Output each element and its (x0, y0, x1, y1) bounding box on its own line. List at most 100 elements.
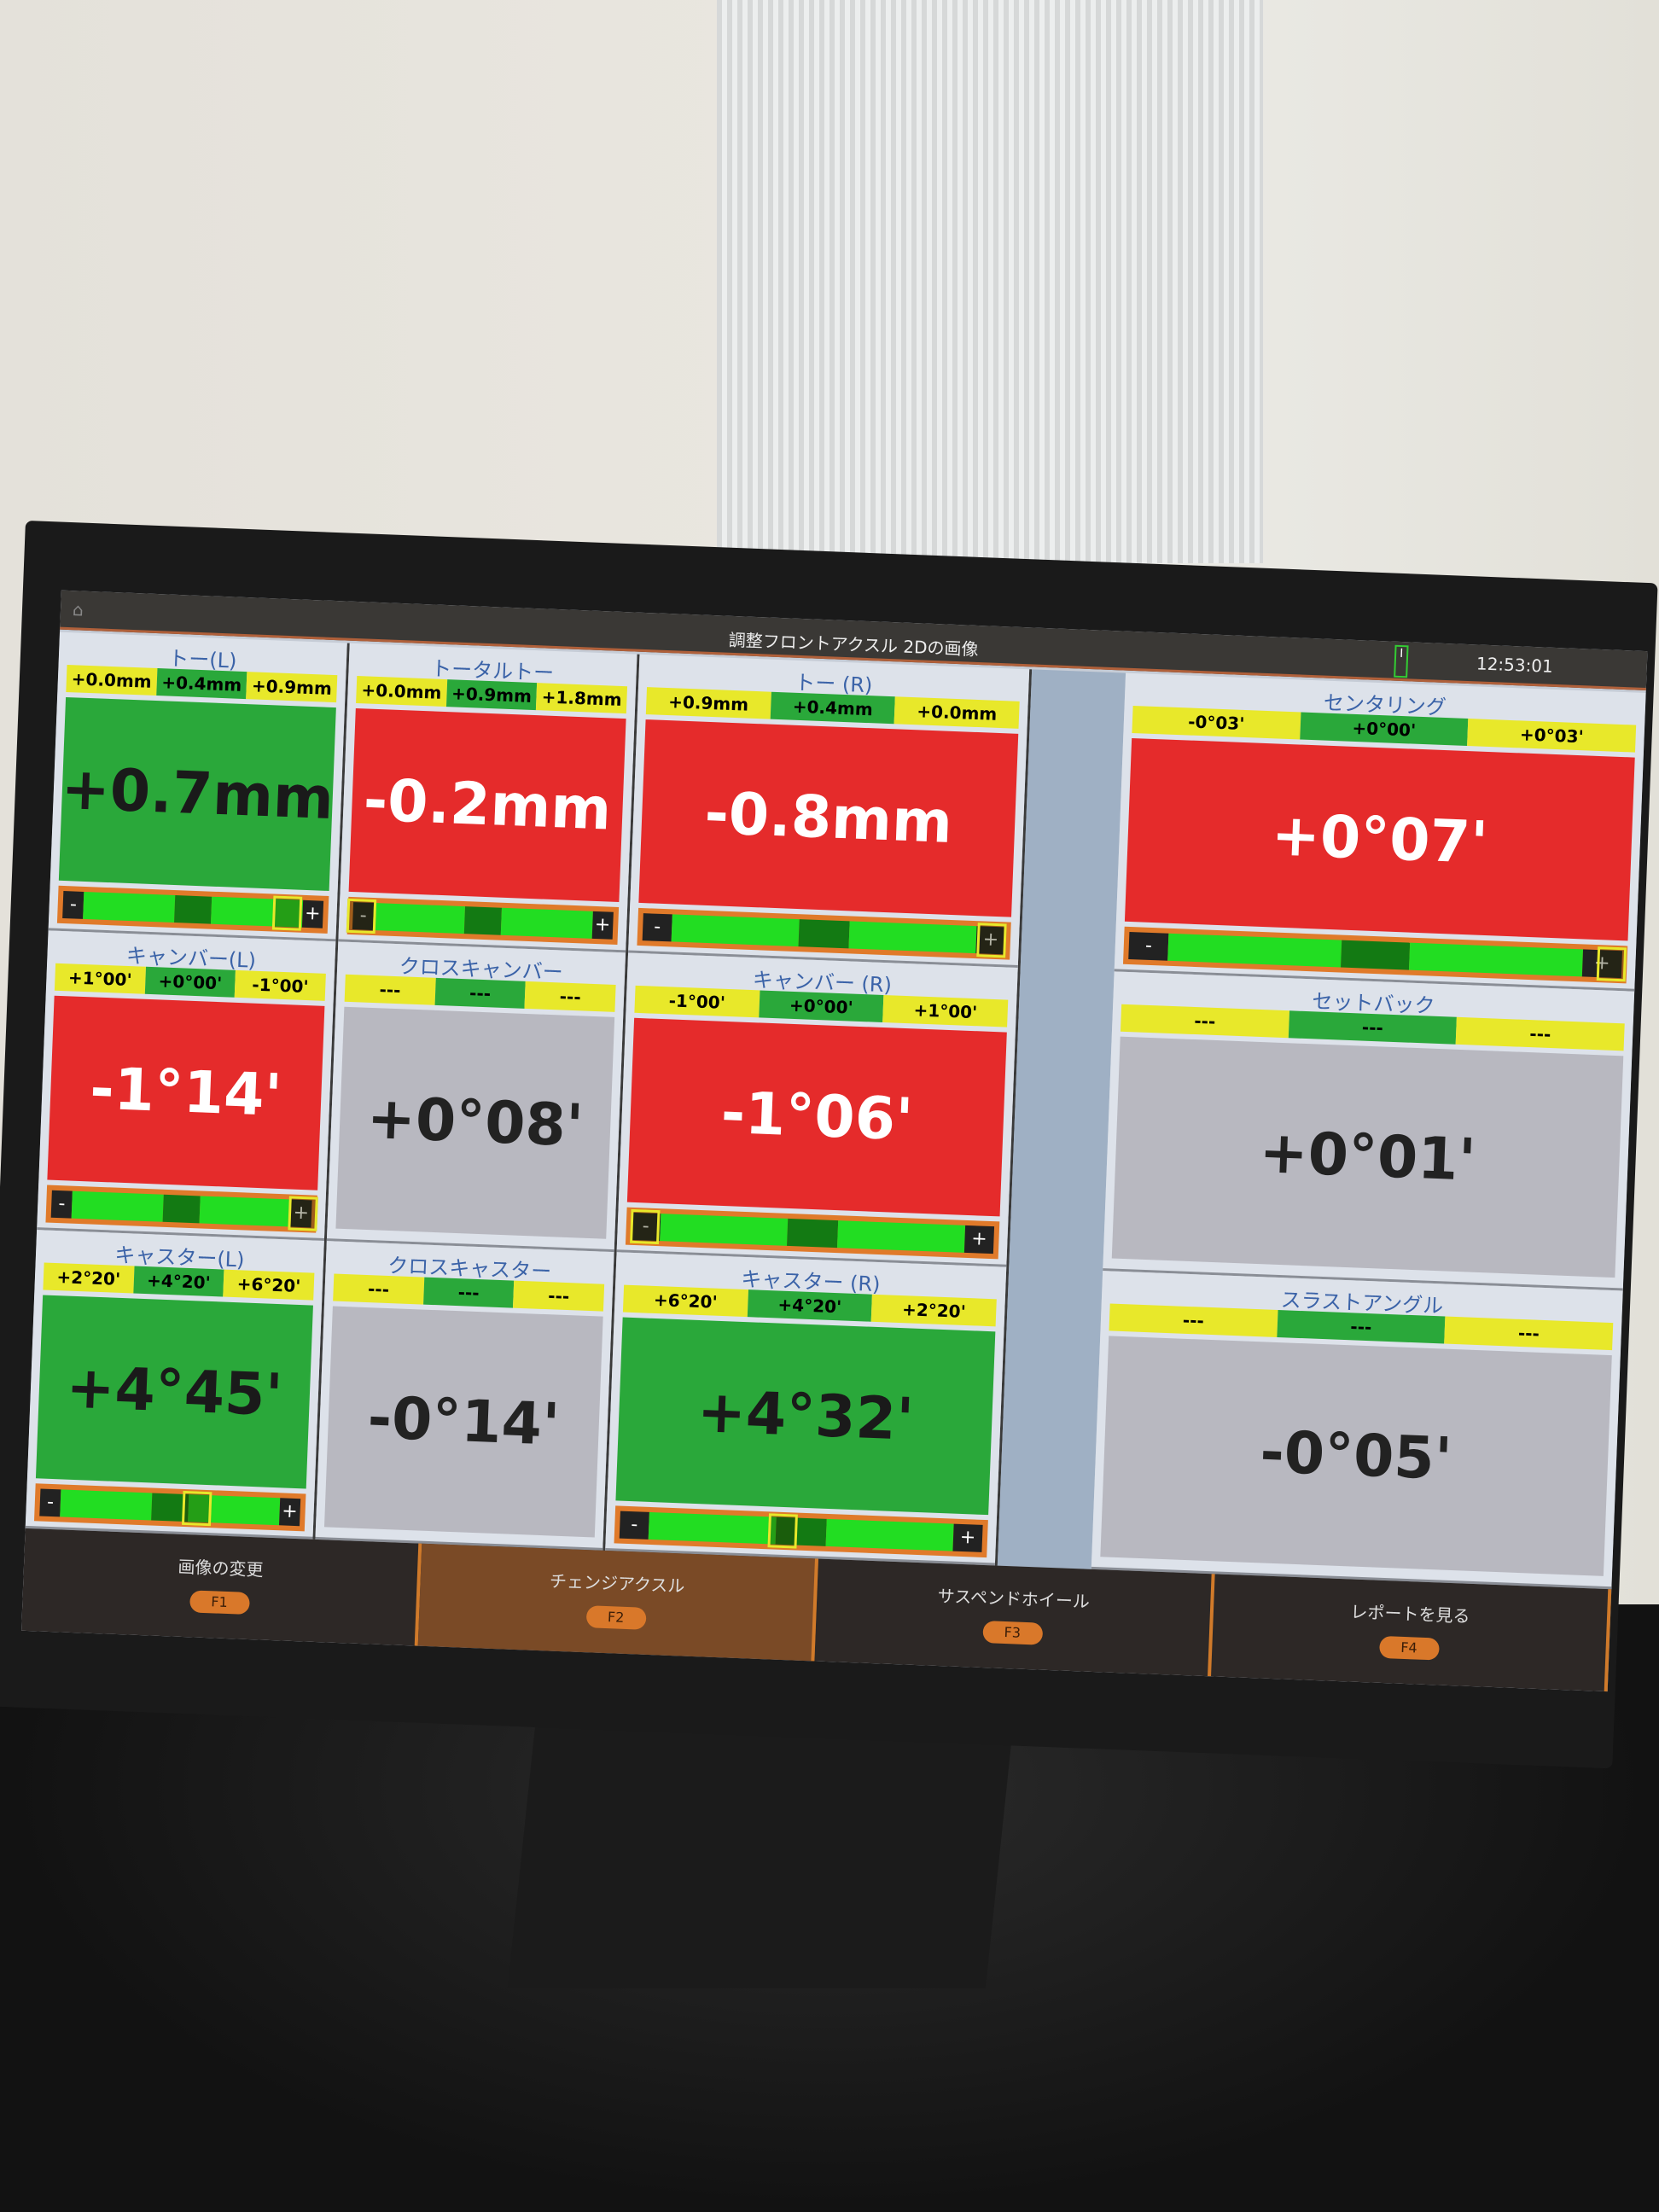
range-max: +2°20' (871, 1294, 997, 1326)
measurement-panel[interactable]: クロスキャンバー --- --- --- +0°08' (326, 941, 626, 1252)
minus-end: - (642, 913, 672, 942)
range-nominal: +0.9mm (445, 679, 538, 711)
range-nominal: --- (434, 978, 527, 1010)
measurement-panel[interactable]: トータルトー +0.0mm +0.9mm +1.8mm -0.2mm - + (338, 643, 637, 953)
green-zone (72, 1190, 164, 1222)
range-min: +1°00' (54, 963, 146, 995)
range-min: --- (1109, 1303, 1278, 1337)
range-max: +0.0mm (894, 696, 1020, 729)
measurement-panel[interactable]: センタリング -0°03' +0°00' +0°03' +0°07' - + (1114, 672, 1646, 992)
nominal-zone (798, 919, 850, 949)
tolerance-bar: - + (637, 908, 1011, 960)
value-marker (976, 923, 1007, 958)
minus-end: - (1128, 932, 1169, 962)
green-zone (199, 1196, 292, 1227)
green-zone (671, 914, 800, 947)
nominal-zone (162, 1194, 201, 1224)
tolerance-bar: - + (56, 886, 329, 934)
green-zone (660, 1213, 789, 1246)
measurement-panel[interactable]: キャスター(L) +2°20' +4°20' +6°20' +4°45' - + (25, 1229, 324, 1540)
range-max: --- (1456, 1017, 1625, 1051)
measured-value: -1°06' (626, 1018, 1007, 1217)
range-min: +6°20' (622, 1284, 748, 1317)
range-max: +1°00' (882, 995, 1009, 1027)
function-label: 画像の変更 (178, 1556, 264, 1580)
range-min: -1°00' (634, 986, 760, 1018)
measurement-panel[interactable]: トー(L) +0.0mm +0.4mm +0.9mm +0.7mm - + (48, 632, 347, 942)
measurement-panel[interactable]: キャンバー (R) -1°00' +0°00' +1°00' -1°06' - + (616, 952, 1018, 1267)
function-key-badge: F2 (585, 1605, 647, 1630)
alignment-screen: ⌂ 調整フロントアクスル 2Dの画像 I 12:53:01 トー(L) +0.0m… (21, 590, 1648, 1692)
measured-value: -0°05' (1100, 1336, 1612, 1576)
plus-end: + (963, 1225, 995, 1254)
clock: 12:53:01 (1476, 653, 1554, 677)
function-key-badge: F3 (981, 1621, 1043, 1645)
measurement-panel[interactable]: クロスキャスター --- --- --- -0°14' (315, 1240, 614, 1551)
green-zone (1409, 942, 1583, 977)
range-nominal: +4°20' (747, 1289, 873, 1322)
range-nominal: +0°00' (144, 967, 236, 998)
range-max: +6°20' (223, 1269, 315, 1301)
minus-end: - (619, 1511, 649, 1540)
wall-pillar (717, 0, 1263, 563)
monitor: ⌂ 調整フロントアクスル 2Dの画像 I 12:53:01 トー(L) +0.0m… (0, 521, 1658, 1769)
range-max: --- (1444, 1316, 1614, 1350)
measurement-panel[interactable]: キャンバー(L) +1°00' +0°00' -1°00' -1°14' - + (37, 930, 336, 1241)
range-max: +0.9mm (246, 672, 338, 703)
value-marker (346, 899, 377, 934)
measurement-panel[interactable]: セットバック --- --- --- +0°01' (1103, 971, 1635, 1291)
measurement-panel[interactable]: トー (R) +0.9mm +0.4mm +0.0mm -0.8mm - + (628, 654, 1030, 969)
range-min: --- (333, 1273, 424, 1305)
measured-value: +0°08' (335, 1007, 615, 1239)
range-max: -1°00' (235, 970, 326, 1002)
nominal-zone (786, 1218, 839, 1248)
range-min: +0.9mm (645, 687, 771, 719)
column-2: トータルトー +0.0mm +0.9mm +1.8mm -0.2mm - + クロスキャンバー… (315, 643, 640, 1551)
range-min: +0.0mm (356, 676, 447, 707)
green-zone (848, 921, 977, 954)
minus-end: - (62, 891, 84, 920)
function-button-1[interactable]: 画像の変更 F1 (21, 1528, 422, 1646)
measured-value: -0.2mm (348, 708, 626, 903)
nominal-zone (1340, 940, 1411, 970)
range-nominal: +0°00' (1299, 712, 1469, 747)
function-button-3[interactable]: サスペンドホイール F3 (814, 1558, 1215, 1677)
range-min: +0.0mm (66, 664, 158, 696)
range-nominal: --- (1288, 1010, 1458, 1045)
plus-end: + (278, 1498, 301, 1527)
green-zone (373, 903, 466, 934)
range-max: +1.8mm (536, 683, 628, 714)
column-3: トー (R) +0.9mm +0.4mm +0.0mm -0.8mm - + キャンバー (R… (605, 654, 1033, 1566)
function-key-badge: F4 (1378, 1635, 1440, 1661)
tolerance-bar: - + (45, 1185, 318, 1233)
range-max: --- (524, 981, 616, 1013)
measured-value: +0°07' (1124, 737, 1635, 941)
function-label: チェンジアクスル (549, 1570, 685, 1597)
tolerance-bar: - + (346, 897, 620, 946)
range-nominal: +0°00' (758, 990, 884, 1023)
function-label: レポートを見る (1350, 1601, 1470, 1627)
measured-value: +4°32' (615, 1317, 996, 1516)
value-marker (288, 1196, 318, 1231)
plus-end: + (952, 1523, 983, 1552)
plus-end: + (591, 911, 614, 940)
function-key-badge: F1 (189, 1590, 250, 1615)
range-nominal: --- (422, 1277, 515, 1308)
range-min: -0°03' (1132, 705, 1301, 740)
range-min: --- (1120, 1004, 1289, 1039)
text-cursor-icon: I (1394, 644, 1409, 678)
minus-end: - (39, 1488, 61, 1517)
function-button-4[interactable]: レポートを見る F4 (1211, 1574, 1612, 1692)
range-nominal: +4°20' (133, 1266, 224, 1297)
measurement-panel[interactable]: キャスター (R) +6°20' +4°20' +2°20' +4°32' - + (605, 1251, 1007, 1566)
measurement-panel[interactable]: スラストアングル --- --- --- -0°05' (1091, 1270, 1623, 1590)
tolerance-bar: - + (34, 1483, 306, 1532)
measured-value: -0.8mm (638, 719, 1019, 918)
measured-value: +0.7mm (58, 696, 336, 892)
value-marker (1596, 946, 1627, 982)
range-max: +0°03' (1467, 719, 1637, 753)
measured-value: -0°14' (323, 1306, 603, 1538)
nominal-zone (463, 906, 502, 936)
function-button-2[interactable]: チェンジアクスル F2 (417, 1543, 818, 1662)
value-marker (629, 1208, 661, 1244)
